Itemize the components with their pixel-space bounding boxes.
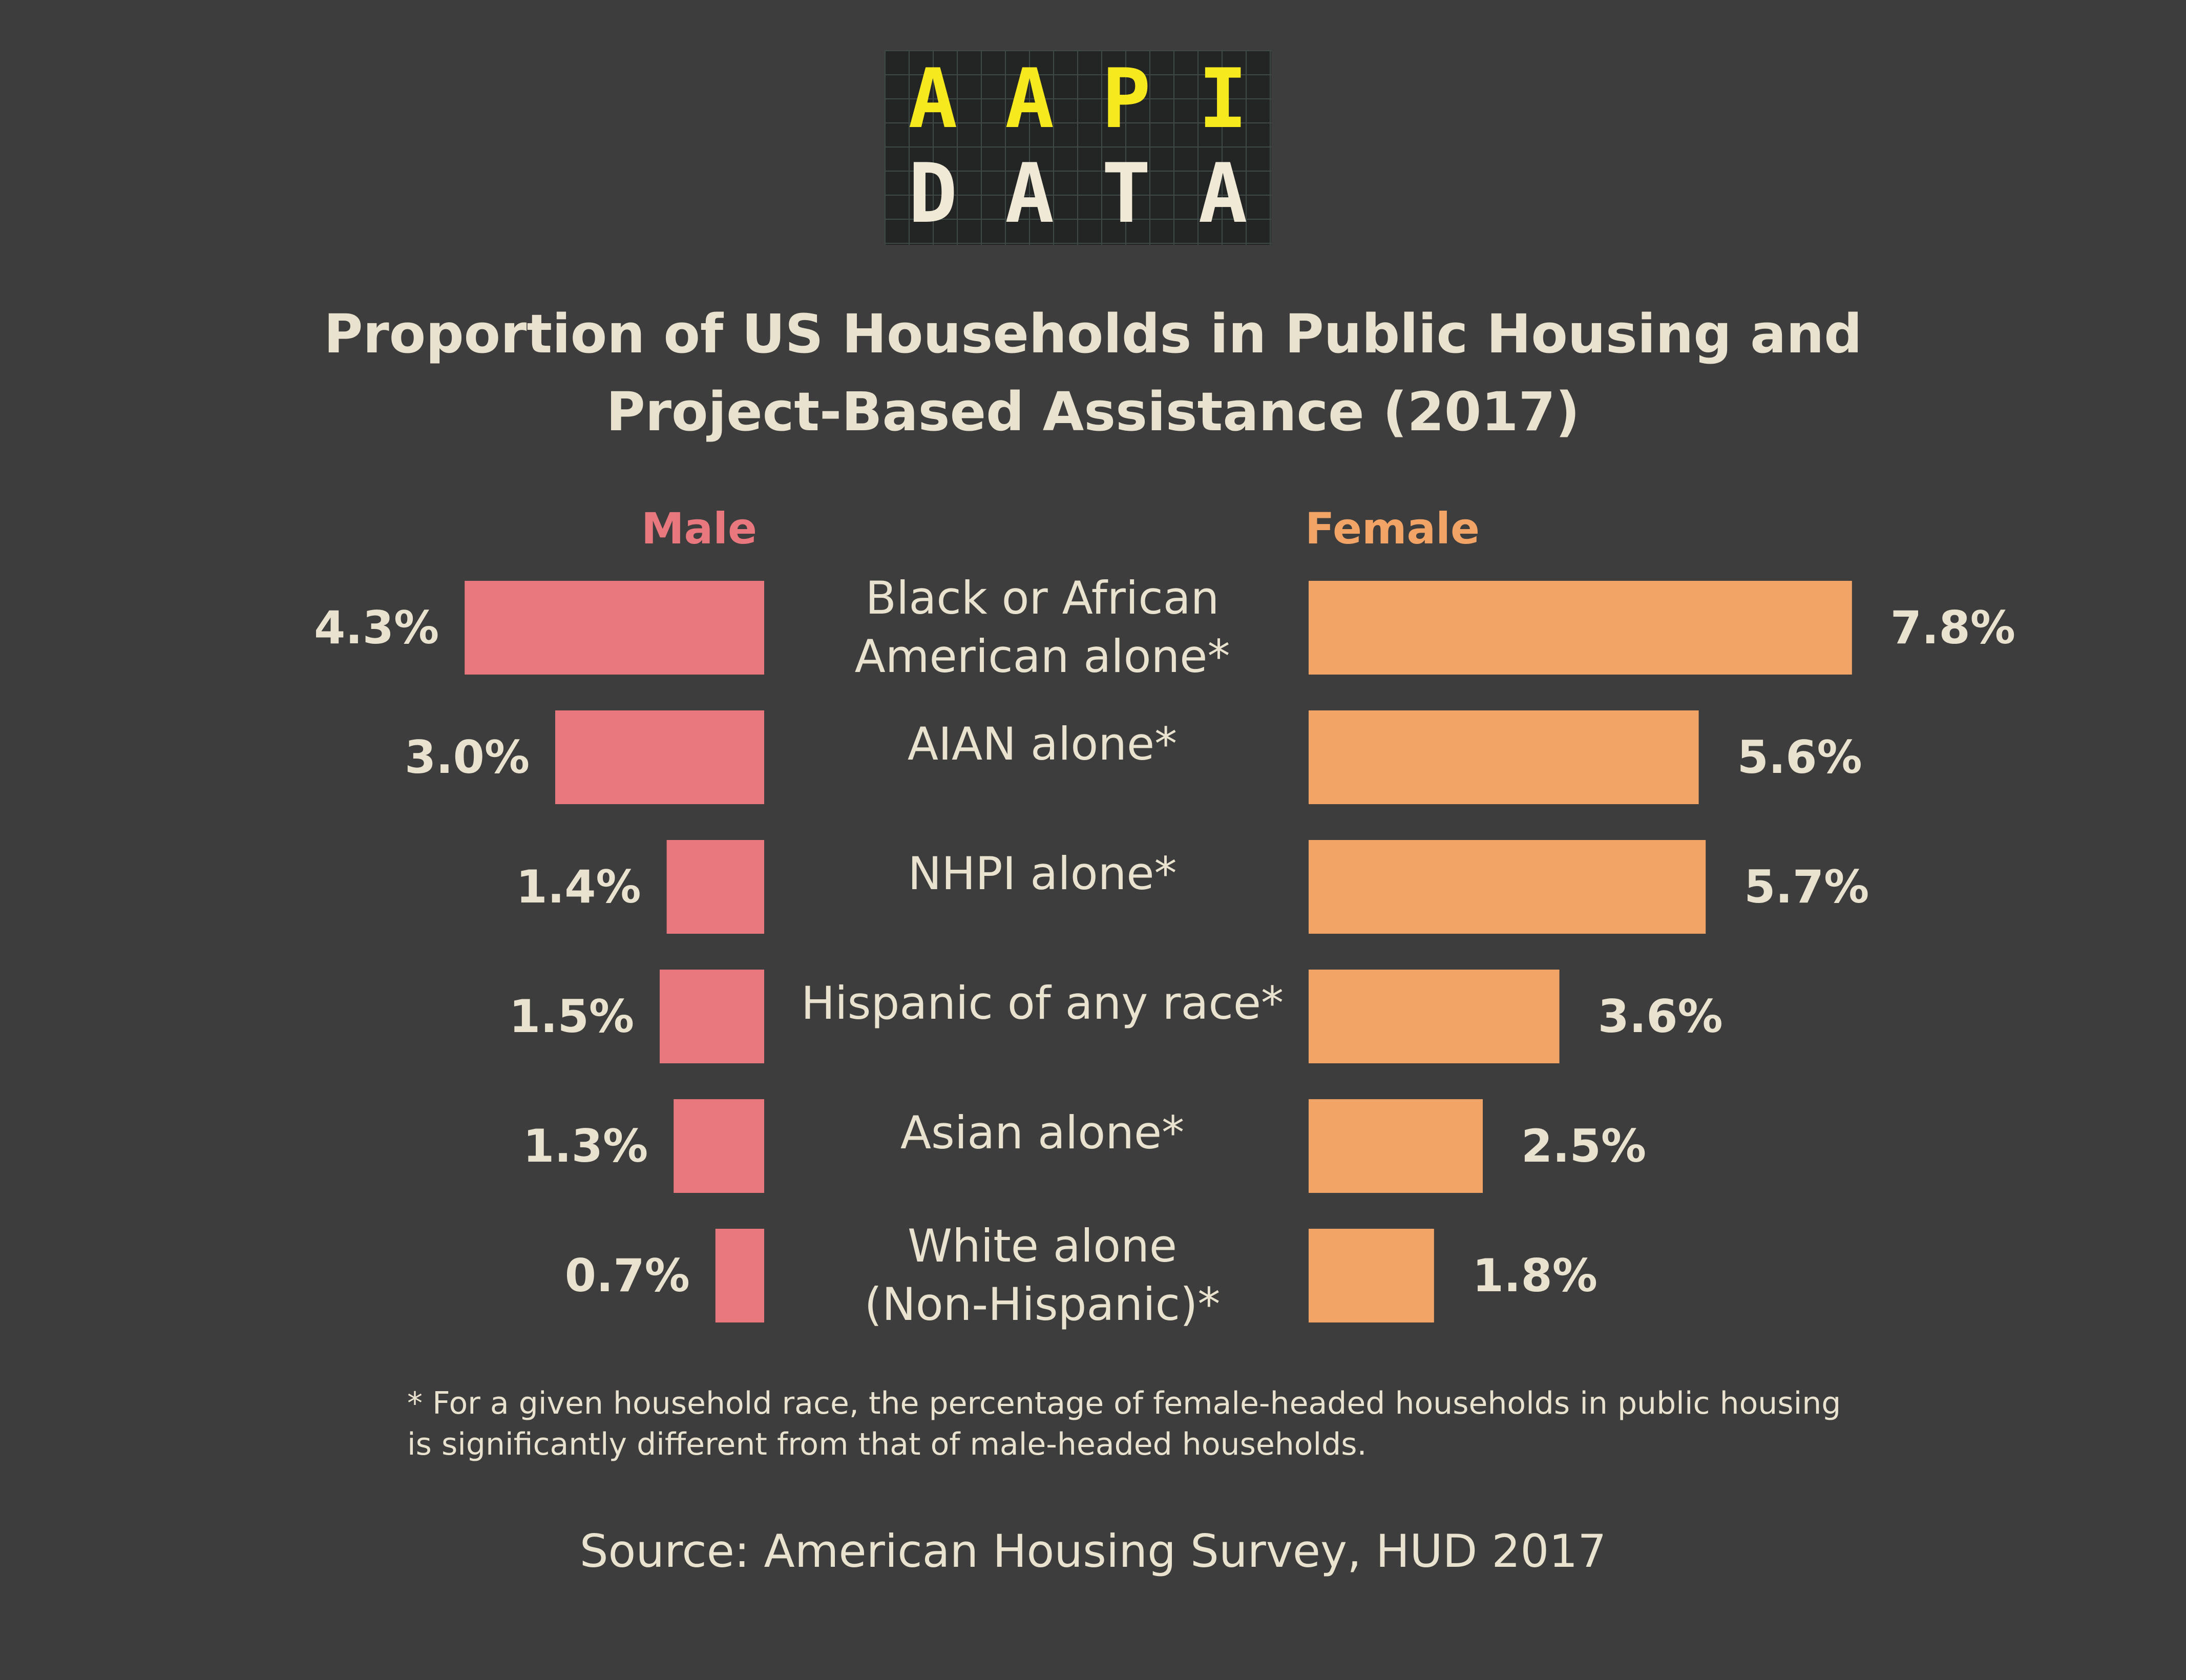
- male-value-label: 1.4%: [516, 860, 641, 913]
- female-value-label: 7.8%: [1890, 601, 2015, 654]
- category-label-line: Hispanic of any race*: [801, 977, 1284, 1030]
- female-bar: [1309, 1229, 1434, 1322]
- male-bar: [660, 970, 764, 1063]
- category-label: Black or African American alone*: [781, 569, 1304, 686]
- female-bar: [1309, 840, 1706, 934]
- chart-title-line-1: Proportion of US Households in Public Ho…: [324, 303, 1862, 365]
- male-bar: [715, 1229, 764, 1322]
- male-bar: [666, 840, 764, 934]
- footnote-line-2: is significantly different from that of …: [407, 1426, 1367, 1462]
- logo-letter: A: [1004, 51, 1055, 146]
- logo-letter: T: [1101, 145, 1151, 241]
- male-value-label: 0.7%: [565, 1249, 690, 1302]
- chart-title-line-2: Project-Based Assistance (2017): [606, 381, 1580, 443]
- category-label: Asian alone*: [781, 1104, 1304, 1162]
- category-label: White alone (Non-Hispanic)*: [781, 1217, 1304, 1334]
- male-value-label: 4.3%: [314, 601, 439, 654]
- category-label-line: AIAN alone*: [907, 718, 1178, 771]
- female-value-label: 5.6%: [1737, 731, 1862, 784]
- category-label-line: NHPI alone*: [908, 847, 1177, 900]
- category-label-line: Black or African: [865, 572, 1220, 625]
- category-label: NHPI alone*: [781, 845, 1304, 903]
- category-label: Hispanic of any race*: [781, 974, 1304, 1033]
- logo-line-1: A A P I: [885, 58, 1271, 140]
- male-bar: [674, 1099, 764, 1193]
- male-bar: [465, 581, 764, 675]
- female-bar: [1309, 710, 1699, 804]
- logo-letter: A: [1198, 145, 1248, 241]
- aapi-data-logo: A A P I D A T A: [885, 50, 1271, 245]
- female-bar: [1309, 581, 1852, 675]
- logo-letter: I: [1198, 51, 1248, 146]
- category-label-line: American alone*: [854, 630, 1230, 683]
- category-label-line: Asian alone*: [900, 1106, 1185, 1160]
- category-label-line: White alone: [908, 1220, 1177, 1273]
- male-value-label: 1.5%: [509, 990, 634, 1043]
- category-label: AIAN alone*: [781, 715, 1304, 773]
- category-label-line: (Non-Hispanic)*: [864, 1278, 1221, 1331]
- female-bar: [1309, 1099, 1483, 1193]
- logo-letter: P: [1101, 51, 1151, 146]
- female-value-label: 1.8%: [1473, 1249, 1598, 1302]
- logo-letter: D: [908, 145, 958, 241]
- female-value-label: 3.6%: [1598, 990, 1723, 1043]
- legend-female: Female: [1305, 503, 1480, 554]
- footnote-line-1: * For a given household race, the percen…: [407, 1385, 1841, 1421]
- male-value-label: 3.0%: [405, 731, 530, 784]
- logo-letter: A: [908, 51, 958, 146]
- source-note: Source: American Housing Survey, HUD 201…: [579, 1525, 1607, 1578]
- logo-letter: A: [1004, 145, 1055, 241]
- female-value-label: 2.5%: [1521, 1120, 1646, 1172]
- logo-line-2: D A T A: [885, 153, 1271, 235]
- male-value-label: 1.3%: [523, 1120, 648, 1172]
- legend-male: Male: [641, 503, 757, 554]
- male-bar: [555, 710, 764, 804]
- female-value-label: 5.7%: [1744, 860, 1869, 913]
- female-bar: [1309, 970, 1560, 1063]
